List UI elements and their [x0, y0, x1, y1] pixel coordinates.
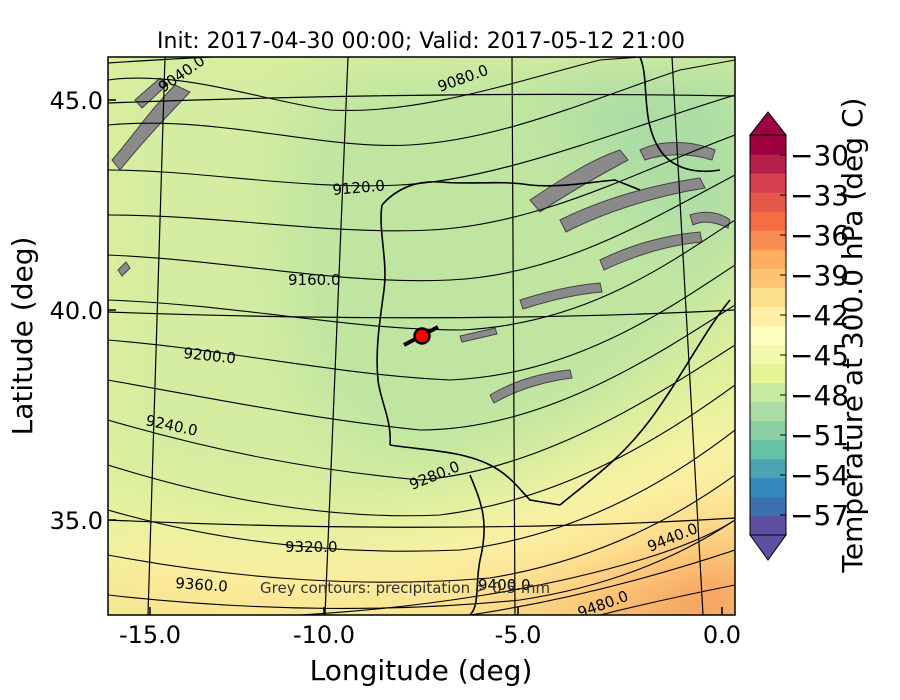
contour-label: 9200.0: [183, 344, 237, 367]
colorbar-band: [750, 230, 786, 250]
colorbar-tick-label: −30: [790, 139, 849, 172]
y-tick-label: 40.0: [50, 297, 103, 325]
x-tick-label: 0.0: [703, 621, 741, 649]
contour-label: 9160.0: [288, 271, 341, 289]
plot-area: 9040.0 9080.0 9120.0 9160.0 9200.0 9240.…: [108, 57, 735, 615]
colorbar-tick-label: −42: [790, 299, 849, 332]
precipitation-note: Grey contours: precipitation > 0.5 mm: [260, 579, 550, 597]
colorbar-band: [750, 420, 786, 441]
colorbar-tick-label: −57: [790, 499, 849, 532]
plot-frame: [107, 56, 736, 616]
x-axis: -15.0 -10.0 -5.0 0.0 Longitude (deg): [119, 607, 741, 687]
chart-title: Init: 2017-04-30 00:00; Valid: 2017-05-1…: [157, 29, 685, 54]
colorbar-tick-label: −54: [790, 459, 849, 492]
colorbar-tick-label: −39: [790, 259, 849, 292]
colorbar-band: [750, 154, 786, 174]
colorbar-label: Temperature at 300.0 hPa (deg C): [836, 98, 869, 574]
colorbar-band: [750, 287, 786, 307]
y-tick-label: 45.0: [50, 87, 103, 115]
colorbar-max-extension: [748, 111, 788, 136]
colorbar-band: [750, 249, 786, 269]
x-tick-label: -5.0: [495, 621, 542, 649]
colorbar-band: [750, 306, 786, 326]
contour-label: 9120.0: [332, 176, 386, 199]
colorbar-band: [750, 496, 786, 517]
colorbar-band: [750, 458, 786, 479]
x-tick-label: -10.0: [293, 621, 355, 649]
x-tick-label: -15.0: [119, 621, 181, 649]
coastlines: [376, 57, 731, 615]
contour-label: 9360.0: [175, 574, 229, 596]
colorbar-tick-label: −48: [790, 379, 849, 412]
colorbar-band: [750, 192, 786, 212]
colorbar-band: [750, 268, 786, 288]
y-axis-label: Latitude (deg): [6, 237, 39, 436]
colorbar: −30 −33 −36 −39 −42 −45 −48 −51 −54 −57 Temperatu…: [748, 98, 869, 574]
colorbar-tick-label: −36: [790, 219, 849, 252]
colorbar-min-extension: [749, 534, 787, 561]
colorbar-band: [750, 515, 786, 536]
precipitation-contours: [111, 77, 731, 404]
colorbar-band: [750, 382, 786, 403]
colorbar-band: [750, 211, 786, 231]
location-marker: [403, 325, 439, 347]
y-tick-label: 35.0: [50, 507, 103, 535]
contour-label: 9320.0: [285, 538, 338, 556]
colorbar-band: [750, 135, 786, 155]
colorbar-tick-label: −51: [790, 419, 849, 452]
contour-label: 9400.0: [478, 576, 531, 594]
colorbar-band: [750, 401, 786, 422]
colorbar-band: [750, 173, 786, 193]
colorbar-band: [750, 344, 786, 365]
height-contours: [108, 57, 735, 615]
colorbar-tick-label: −33: [790, 179, 849, 212]
y-axis: 45.0 40.0 35.0 Latitude (deg): [6, 87, 116, 535]
colorbar-tick-label: −45: [790, 339, 849, 372]
graticule: [108, 57, 735, 615]
colorbar-band: [750, 325, 786, 346]
colorbar-band: [750, 439, 786, 460]
x-axis-label: Longitude (deg): [310, 654, 533, 687]
marker-point: [413, 327, 431, 345]
colorbar-band: [750, 363, 786, 384]
colorbar-band: [750, 477, 786, 498]
